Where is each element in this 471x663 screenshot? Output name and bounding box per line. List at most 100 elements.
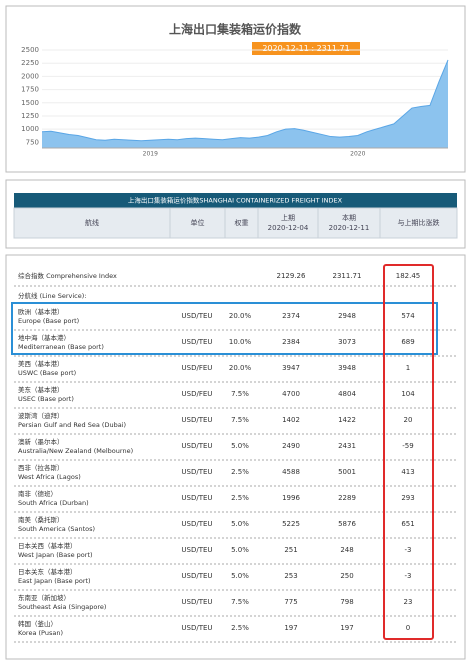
curr: 5876 xyxy=(338,520,356,528)
table-title-bar xyxy=(14,193,457,208)
curr: 197 xyxy=(340,624,353,632)
unit: USD/TEU xyxy=(181,624,212,632)
route-en: West Japan (Base port) xyxy=(18,551,93,559)
route-zh: 波斯湾（迪拜） xyxy=(18,411,64,420)
unit: USD/TEU xyxy=(181,442,212,450)
weight: 5.0% xyxy=(231,546,249,554)
route-zh: 美东（基本港） xyxy=(18,385,64,394)
weight: 2.5% xyxy=(231,494,249,502)
change: 413 xyxy=(401,468,414,476)
route-zh: 澳新（墨尔本） xyxy=(18,437,64,446)
unit: USD/TEU xyxy=(181,494,212,502)
prev: 2490 xyxy=(282,442,300,450)
line-service: 分航线 (Line Service): xyxy=(18,291,86,300)
unit: USD/TEU xyxy=(181,338,212,346)
weight: 2.5% xyxy=(231,624,249,632)
composite-name: 综合指数 Comprehensive Index xyxy=(18,271,117,280)
route-en: South Africa (Durban) xyxy=(18,499,89,507)
change: -59 xyxy=(402,442,413,450)
chart-title: 上海出口集装箱运价指数 xyxy=(169,22,302,37)
highlight-box xyxy=(11,302,438,355)
prev: 253 xyxy=(284,572,297,580)
tooltip: 2020-12-11 : 2311.71 xyxy=(262,44,349,53)
route-en: Australia/New Zealand (Melbourne) xyxy=(18,447,133,455)
x-tick-label: 2020 xyxy=(350,151,365,158)
route-zh: 日本关西（基本港） xyxy=(18,541,77,550)
route-zh: 日本关东（基本港） xyxy=(18,567,77,576)
route-en: West Africa (Lagos) xyxy=(18,473,81,481)
change: 0 xyxy=(406,624,410,632)
curr: 248 xyxy=(340,546,353,554)
composite-curr: 2311.71 xyxy=(333,272,362,280)
y-tick-label: 750 xyxy=(26,138,39,146)
column-header: 本期 xyxy=(342,213,356,222)
route-zh: 欧洲（基本港） xyxy=(18,307,64,316)
unit: USD/TEU xyxy=(181,546,212,554)
change: 574 xyxy=(401,312,415,320)
change: 689 xyxy=(401,338,414,346)
curr: 2948 xyxy=(338,312,356,320)
column-header: 航线 xyxy=(85,218,99,227)
unit: USD/FEU xyxy=(182,364,213,372)
change: -3 xyxy=(405,572,412,580)
unit: USD/TEU xyxy=(181,312,212,320)
y-tick-label: 1750 xyxy=(21,86,39,94)
route-zh: 美西（基本港） xyxy=(18,359,64,368)
route-zh: 南美（桑托斯） xyxy=(18,515,64,524)
highlight-column xyxy=(383,264,434,640)
composite-prev: 2129.26 xyxy=(277,272,306,280)
column-header: 单位 xyxy=(191,218,205,227)
curr: 250 xyxy=(340,572,353,580)
prev: 4588 xyxy=(282,468,300,476)
column-header: 与上期比涨跌 xyxy=(398,218,440,227)
y-tick-label: 2250 xyxy=(21,59,39,67)
curr: 5001 xyxy=(338,468,356,476)
weight: 5.0% xyxy=(231,520,249,528)
route-en: Southeast Asia (Singapore) xyxy=(18,603,106,611)
unit: USD/FEU xyxy=(182,390,213,398)
change: 1 xyxy=(406,364,410,372)
route-en: Mediterranean (Base port) xyxy=(18,343,104,351)
y-tick-label: 2500 xyxy=(21,46,39,54)
prev: 2384 xyxy=(282,338,300,346)
unit: USD/TEU xyxy=(181,572,212,580)
table-title: 上海出口集装箱运价指数SHANGHAI CONTAINERIZED FREIGH… xyxy=(128,196,343,205)
curr: 798 xyxy=(340,598,353,606)
header-row xyxy=(13,207,458,239)
weight: 2.5% xyxy=(231,468,249,476)
curr: 3073 xyxy=(338,338,356,346)
weight: 20.0% xyxy=(229,312,252,320)
curr: 2431 xyxy=(338,442,356,450)
unit: USD/TEU xyxy=(181,520,212,528)
prev: 251 xyxy=(284,546,297,554)
prev: 4700 xyxy=(282,390,300,398)
route-en: Europe (Base port) xyxy=(18,317,79,325)
route-en: Persian Gulf and Red Sea (Dubai) xyxy=(18,421,126,429)
weight: 5.0% xyxy=(231,442,249,450)
weight: 7.5% xyxy=(231,416,249,424)
weight: 7.5% xyxy=(231,598,249,606)
column-header: 权重 xyxy=(235,218,249,227)
curr: 2289 xyxy=(338,494,356,502)
route-en: USWC (Base port) xyxy=(18,369,76,377)
change: 293 xyxy=(401,494,414,502)
change: 20 xyxy=(404,416,413,424)
column-date: 2020-12-11 xyxy=(329,224,370,232)
composite-change: 182.45 xyxy=(396,272,421,280)
change: 23 xyxy=(404,598,413,606)
unit: USD/TEU xyxy=(181,468,212,476)
prev: 5225 xyxy=(282,520,300,528)
unit: USD/TEU xyxy=(181,416,212,424)
change: -3 xyxy=(405,546,412,554)
weight: 5.0% xyxy=(231,572,249,580)
prev: 1996 xyxy=(282,494,300,502)
line xyxy=(41,59,449,142)
change: 104 xyxy=(401,390,415,398)
route-zh: 东南亚（新加坡） xyxy=(18,593,70,602)
change: 651 xyxy=(401,520,414,528)
route-en: Korea (Pusan) xyxy=(18,629,63,637)
curr: 1422 xyxy=(338,416,356,424)
